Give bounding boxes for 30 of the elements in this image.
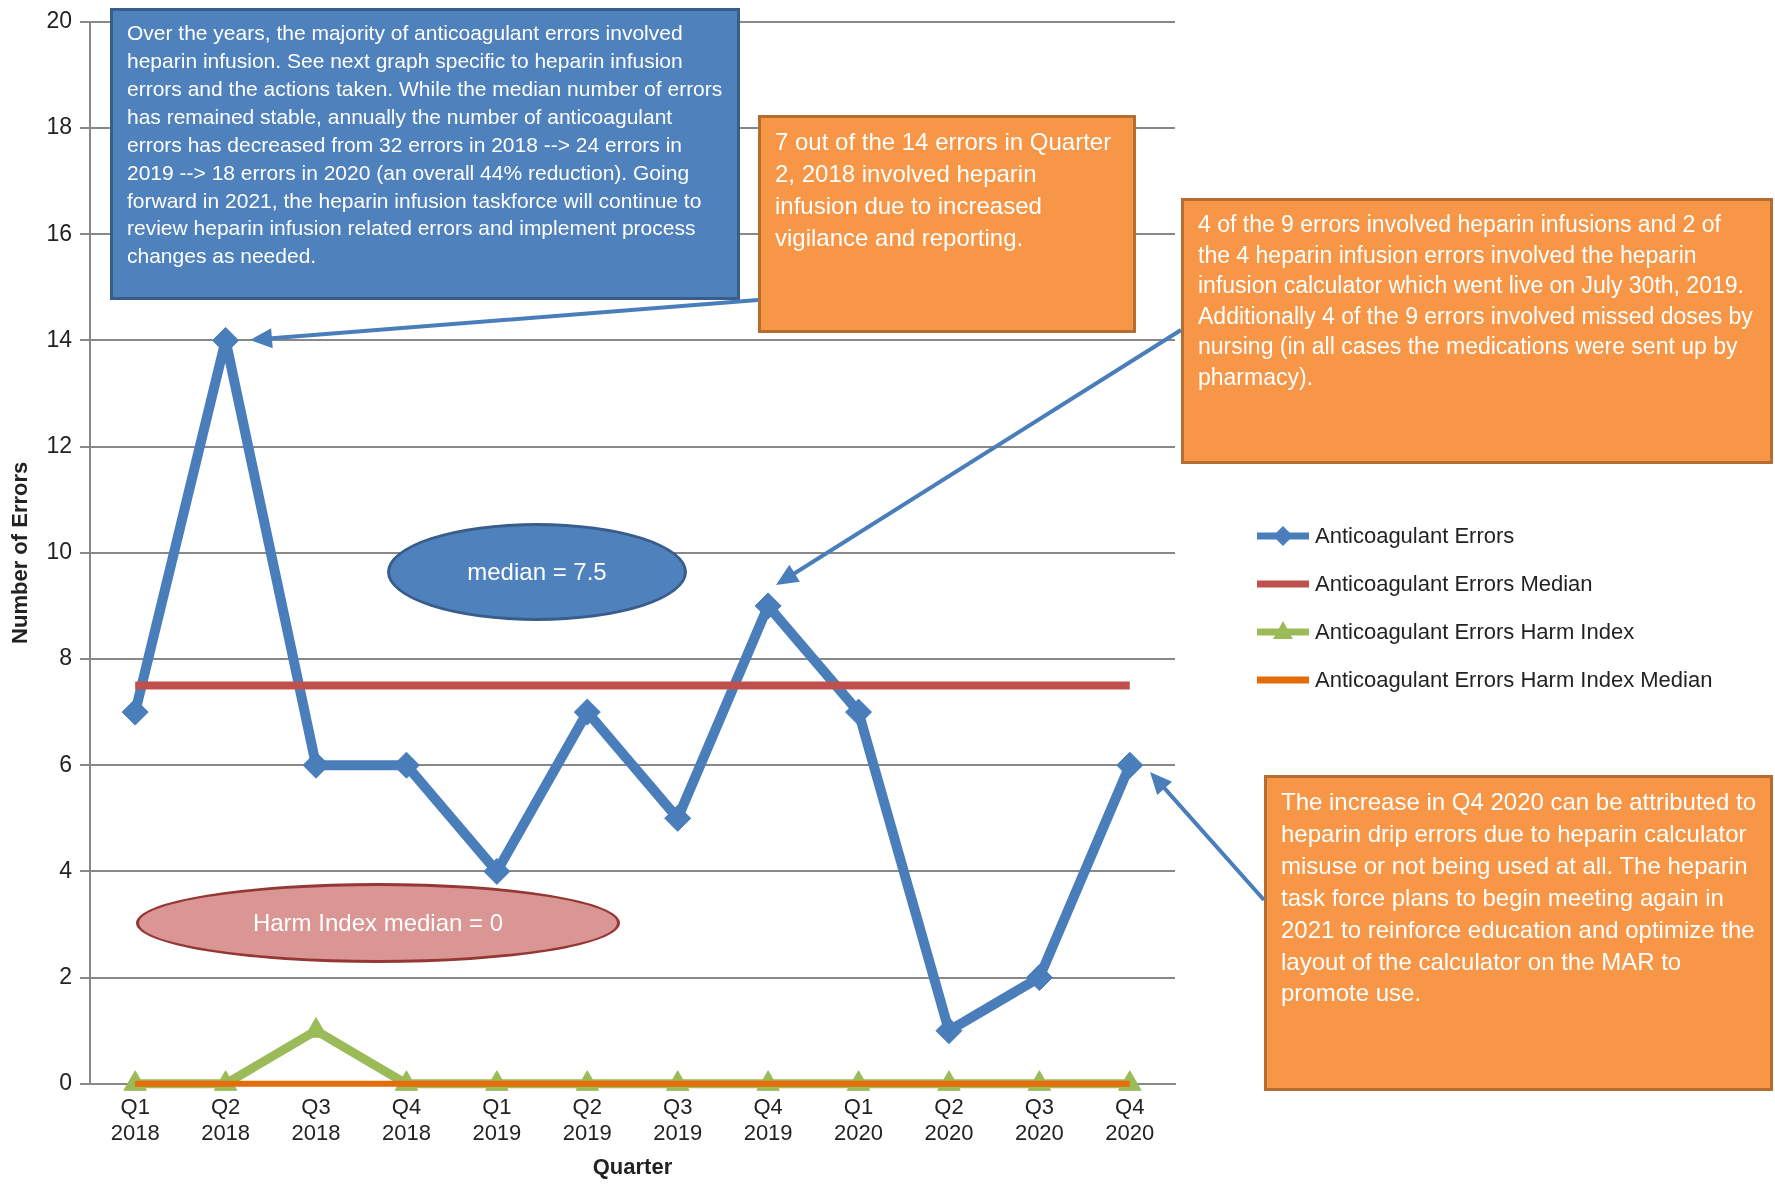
x-tick-label: Q2 2019 xyxy=(562,1094,612,1146)
legend-label: Anticoagulant Errors Median xyxy=(1315,571,1593,597)
legend-label: Anticoagulant Errors xyxy=(1315,523,1515,549)
y-tick-label: 6 xyxy=(59,750,72,777)
y-tick-label: 18 xyxy=(46,113,72,140)
legend-label: Anticoagulant Errors Harm Index xyxy=(1315,619,1635,645)
y-tick-label: 12 xyxy=(46,431,72,458)
y-tick-label: 0 xyxy=(59,1069,72,1096)
x-tick-label: Q3 2020 xyxy=(1014,1094,1064,1146)
y-tick-label: 8 xyxy=(59,644,72,671)
y-tick-label: 14 xyxy=(46,325,73,352)
x-tick-label: Q2 2020 xyxy=(924,1094,974,1146)
y-tick-label: 16 xyxy=(46,219,72,246)
x-tick-label: Q4 2020 xyxy=(1105,1094,1155,1146)
x-axis-title: Quarter xyxy=(592,1153,673,1179)
x-tick-label: Q4 2018 xyxy=(381,1094,431,1146)
x-tick-label: Q2 2018 xyxy=(201,1094,251,1146)
x-tick-label: Q1 2018 xyxy=(110,1094,160,1146)
x-tick-label: Q3 2018 xyxy=(291,1094,341,1146)
y-tick-label: 10 xyxy=(46,538,72,565)
x-tick-label: Q1 2020 xyxy=(834,1094,884,1146)
x-tick-label: Q1 2019 xyxy=(472,1094,522,1146)
y-tick-label: 2 xyxy=(59,962,72,989)
y-tick-label: 4 xyxy=(59,856,73,883)
text: Over the years, the majority of anticoagulant errors involved heparin infusion. See next graph specific to heparin infusion errors and the actions taken. While the median number of errors has remained stable, annually the number of anticoagulant errors has decreased from 32 errors in 2018 --> 24 errors in 2019 --> 18 errors in 2020 (an overall 44% reduction). Going forward in 2021, the heparin infusion taskforce will continue to review heparin infusion related errors and implement process changes as needed. xyxy=(127,21,723,268)
legend-label: Anticoagulant Errors Harm Index Median xyxy=(1315,667,1713,693)
y-tick-label: 20 xyxy=(46,7,72,34)
x-tick-label: Q3 2019 xyxy=(653,1094,703,1146)
x-tick-label: Q4 2019 xyxy=(743,1094,793,1146)
y-axis-title: Number of Errors xyxy=(7,461,33,644)
